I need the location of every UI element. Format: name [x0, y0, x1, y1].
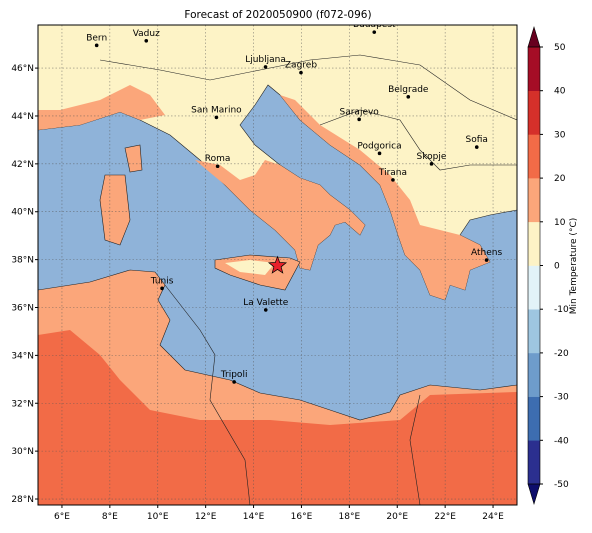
city-dot: [357, 117, 361, 122]
x-tick-label: 16°E: [291, 512, 313, 522]
colorbar-tick-label: 10: [554, 218, 566, 228]
x-tick-label: 18°E: [339, 512, 361, 522]
colorbar-tick-label: -40: [554, 436, 569, 446]
x-tick-label: 24°E: [482, 512, 504, 522]
adriatic-coast: [280, 95, 490, 300]
city-label: Vaduz: [133, 29, 160, 39]
africa-warm: [38, 330, 517, 505]
colorbar-bin: [528, 221, 540, 266]
y-tick-label: 44°N: [11, 112, 34, 122]
colorbar-bin: [528, 47, 540, 91]
city-label: Podgorica: [357, 141, 401, 151]
x-tick-label: 6°E: [54, 512, 70, 522]
y-tick-label: 32°N: [11, 399, 34, 409]
x-tick-label: 14°E: [243, 512, 265, 522]
colorbar-bin: [528, 178, 540, 223]
italy-south: [195, 160, 365, 270]
border: [99, 54, 517, 121]
x-tick-label: 20°E: [386, 512, 408, 522]
sicily-cool: [225, 260, 275, 275]
city-label: Sofia: [466, 135, 488, 145]
city-label: Tirana: [378, 168, 407, 178]
colorbar-tick-label: 40: [554, 87, 566, 97]
border: [164, 284, 251, 505]
sardinia: [99, 174, 131, 246]
colorbar-tick-label: 0: [554, 262, 560, 272]
city-dot: [377, 151, 382, 156]
city-dot: [215, 164, 220, 169]
colorbar-tick-label: -20: [554, 349, 569, 359]
y-tick-label: 46°N: [11, 64, 34, 74]
city-dot: [214, 115, 219, 120]
city-label: Tripoli: [220, 370, 248, 380]
x-tick-label: 8°E: [102, 512, 118, 522]
x-tick-label: 12°E: [195, 512, 217, 522]
city-dot: [299, 70, 303, 75]
colorbar-bin: [528, 134, 540, 179]
city-label: Zagreb: [285, 61, 317, 71]
x-tick-label: 22°E: [434, 512, 456, 522]
colorbar-bin: [528, 352, 540, 397]
map-title: Forecast of 2020050900 (f072-096): [184, 9, 371, 21]
y-tick-label: 34°N: [11, 351, 34, 361]
colorbar-bin: [528, 90, 540, 135]
y-tick-label: 38°N: [11, 256, 34, 266]
y-tick-label: 30°N: [11, 447, 34, 457]
map-frame: [37, 24, 518, 506]
city-label: Bern: [86, 33, 107, 43]
colorbar-bin: [528, 265, 540, 310]
colorbar-tick-label: -30: [554, 393, 569, 403]
city-label: Sarajevo: [340, 107, 380, 117]
y-tick-label: 28°N: [11, 495, 34, 505]
y-tick-label: 42°N: [11, 160, 34, 170]
city-dot: [429, 162, 434, 166]
colorbar-tick-label: 30: [554, 130, 566, 140]
colorbar-tick-label: 20: [554, 174, 566, 184]
colorbar-tick-label: 50: [554, 43, 566, 53]
city-label: Skopje: [417, 152, 447, 162]
corsica: [124, 144, 143, 173]
city-label: Ljubljana: [245, 55, 286, 65]
north-band: [38, 85, 165, 130]
city-label: Athens: [471, 248, 502, 258]
city-dot: [263, 308, 268, 312]
city-dot: [144, 39, 149, 43]
x-tick-label: 10°E: [147, 512, 169, 522]
city-dot: [406, 95, 411, 99]
city-label: La Valette: [243, 298, 288, 308]
city-dot: [484, 258, 489, 262]
city-dot: [372, 30, 377, 34]
city-dot: [94, 43, 99, 48]
city-dot: [232, 380, 236, 384]
border: [319, 109, 517, 171]
city-label: Budapest: [353, 20, 396, 30]
colorbar: -50 -40 -30 -20 -10 0 10 20 30 40 50: [527, 25, 569, 506]
city-label: Tunis: [150, 276, 174, 286]
colorbar-under: [527, 483, 541, 506]
colorbar-bin: [528, 440, 540, 485]
colorbar-tick-label: -50: [554, 480, 569, 490]
colorbar-over: [527, 25, 541, 48]
colorbar-bin: [528, 309, 540, 354]
city-dot: [160, 286, 164, 291]
colorbar-label: Min Temperature (°C): [569, 218, 579, 315]
forecast-marker: [267, 255, 288, 274]
city-label: San Marino: [191, 105, 242, 115]
city-label: Belgrade: [388, 85, 429, 95]
city-dot: [263, 65, 268, 69]
y-tick-label: 40°N: [11, 208, 34, 218]
city-dot: [391, 178, 395, 182]
axes: 6°E 8°E 10°E 12°E 14°E 16°E 18°E 20°E 22°E 24°E 28…: [11, 64, 504, 522]
y-tick-label: 36°N: [11, 303, 34, 313]
city-label: Roma: [205, 154, 231, 164]
border: [409, 394, 421, 505]
colorbar-tick-label: -10: [554, 305, 569, 315]
city-dot: [474, 145, 479, 149]
colorbar-bin: [528, 396, 540, 441]
